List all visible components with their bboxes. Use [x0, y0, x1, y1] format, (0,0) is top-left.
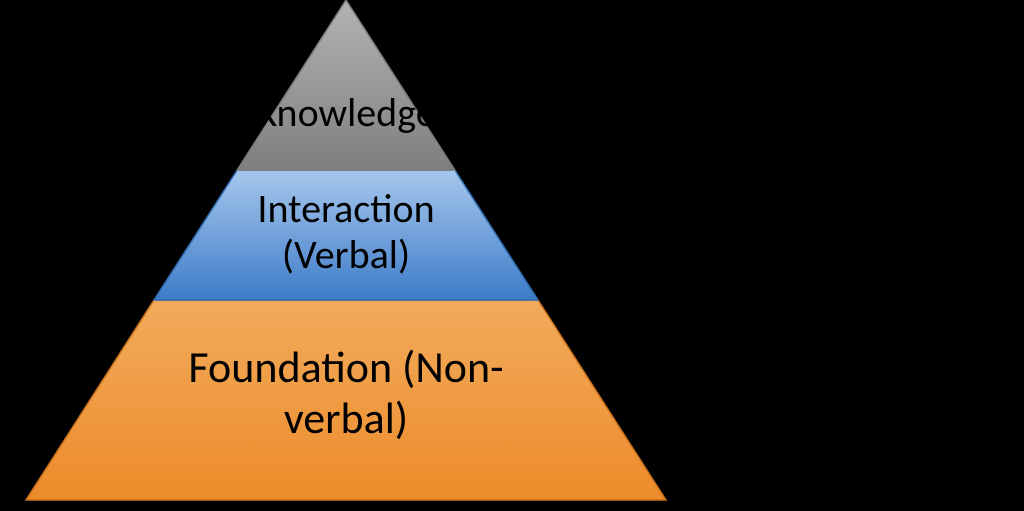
tier-foundation: [26, 300, 666, 500]
tier-interaction: [154, 170, 538, 300]
tier-knowledge: [237, 0, 455, 170]
pyramid-diagram: Knowledge Interaction (Verbal) Foundatio…: [0, 0, 1024, 511]
pyramid-svg: [0, 0, 1024, 511]
